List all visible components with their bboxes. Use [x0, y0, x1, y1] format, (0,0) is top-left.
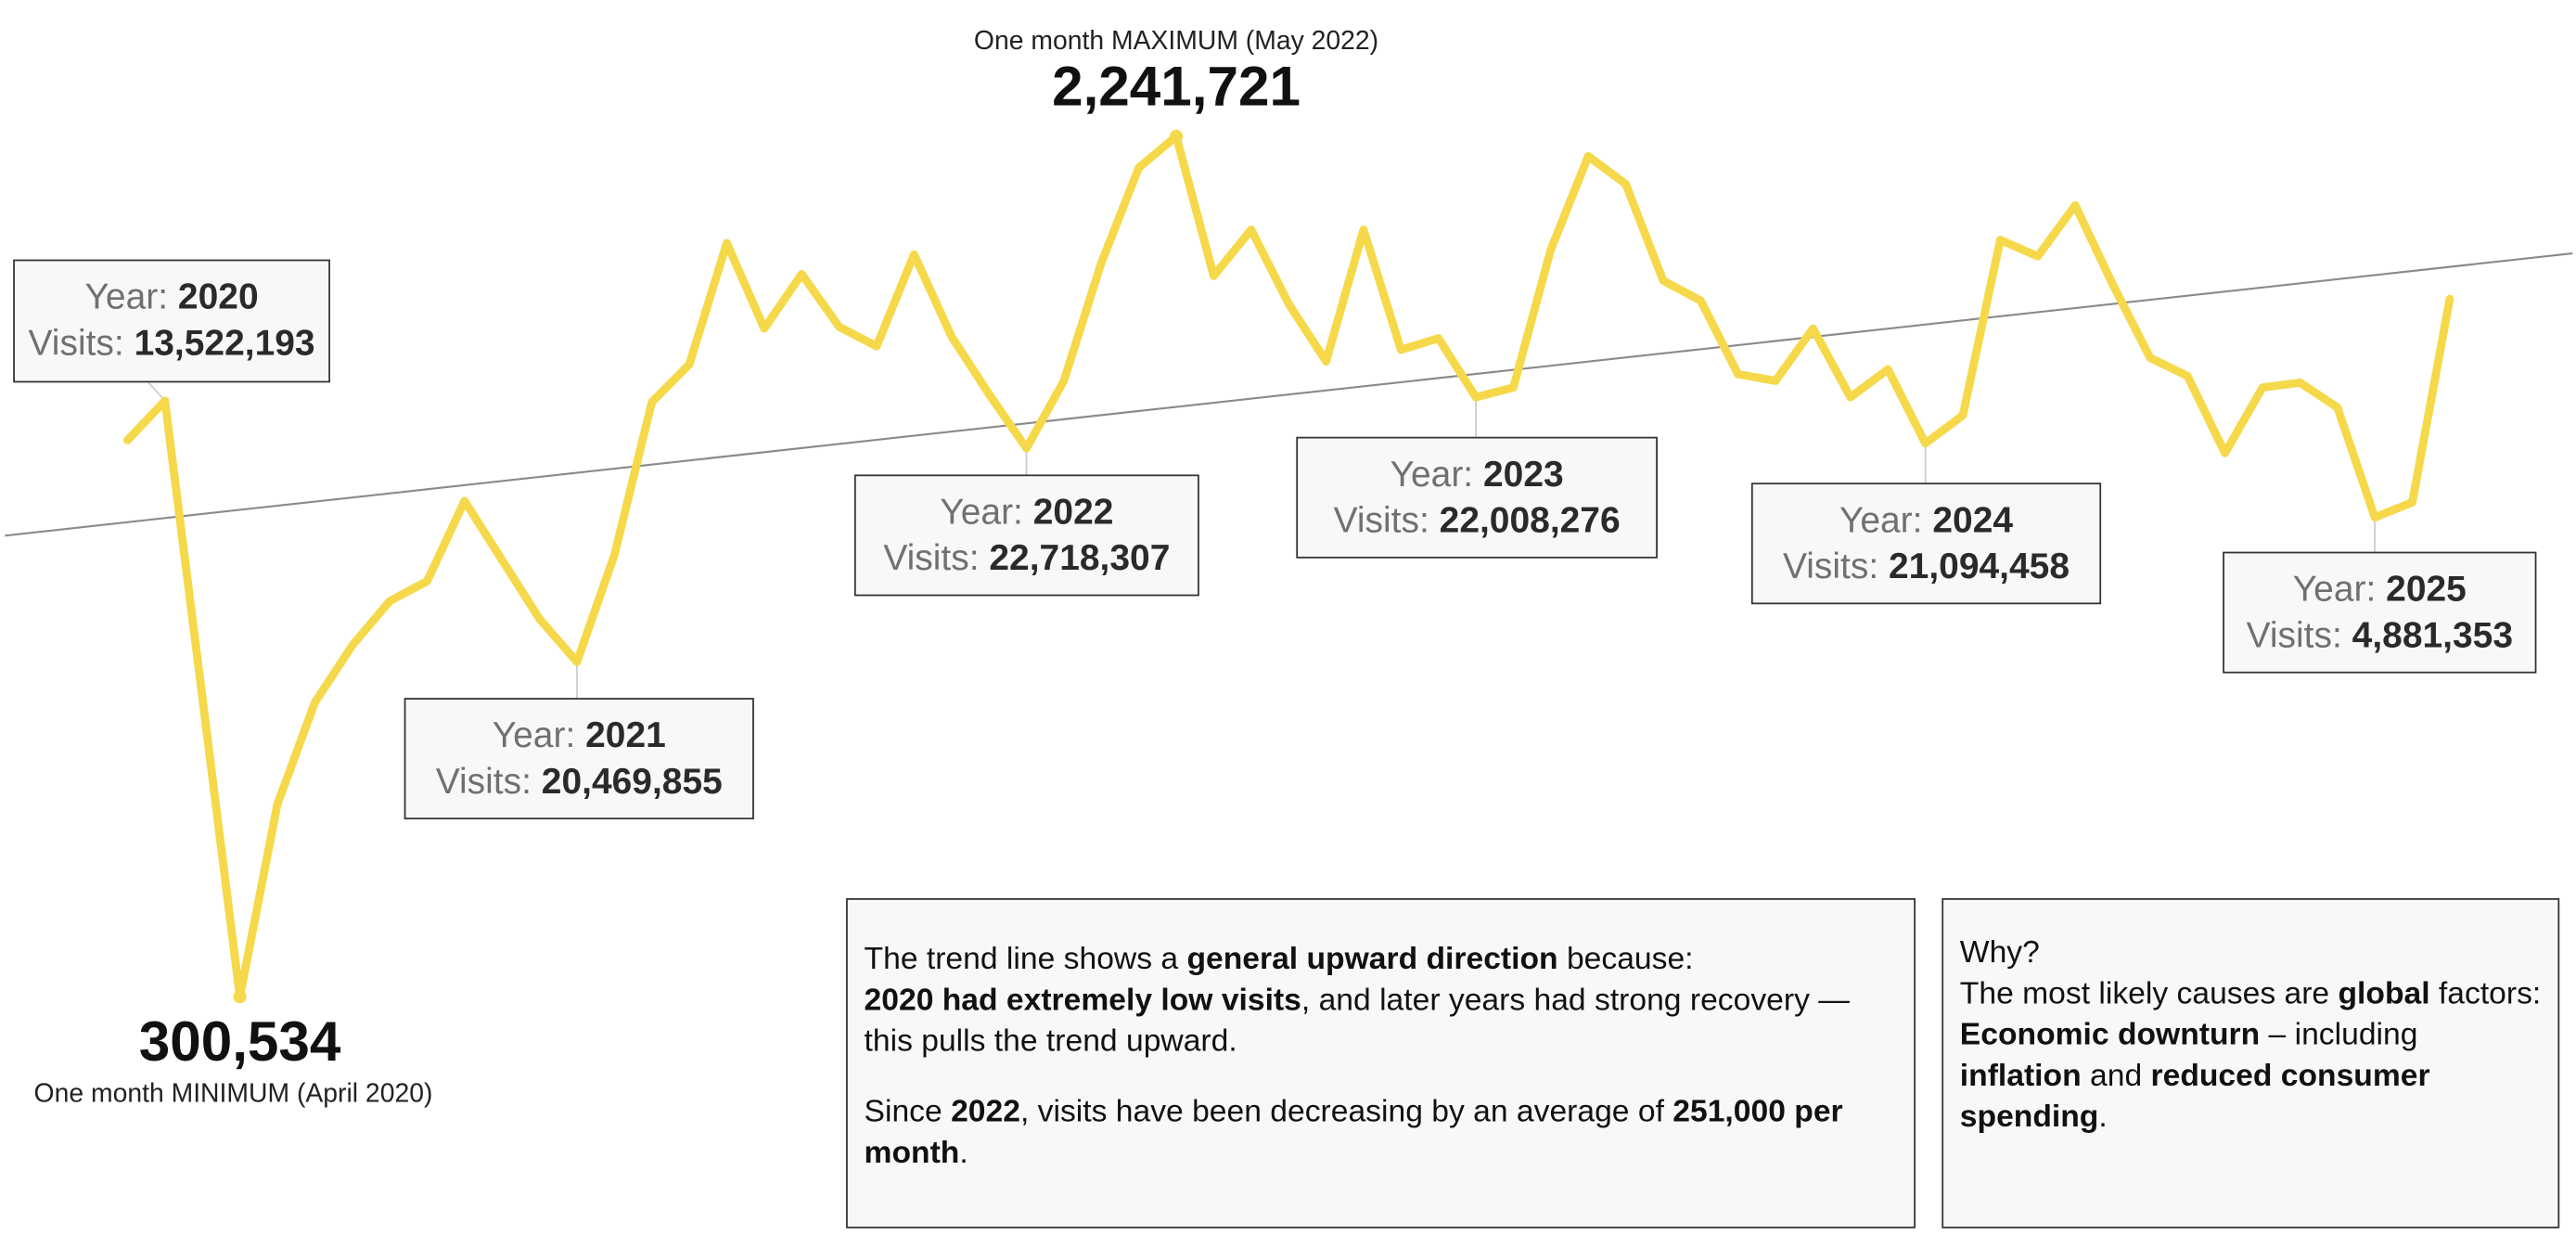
year-box: Year: 2023 Visits: 22,008,276 — [1296, 436, 1658, 559]
visits-value: 22,718,307 — [989, 536, 1171, 578]
note-text: Since — [864, 1095, 952, 1130]
trend-line — [5, 251, 2573, 537]
year-row: Year: 2024 — [1753, 497, 2100, 544]
visits-value: 21,094,458 — [1889, 545, 2070, 586]
year-value: 2025 — [2386, 568, 2467, 610]
note-box: The trend line shows a general upward di… — [846, 898, 1916, 1229]
year-box: Year: 2024 Visits: 21,094,458 — [1750, 482, 2102, 605]
note-text: 2020 had extremely low visits — [864, 984, 1301, 1019]
note-text: , visits have been decreasing by an aver… — [1019, 1095, 1673, 1130]
visits-prefix: Visits: — [435, 760, 532, 802]
visits-row: Visits: 20,469,855 — [405, 759, 752, 805]
note-text: factors: — [2429, 976, 2542, 1012]
year-value: 2021 — [585, 714, 666, 756]
visits-row: Visits: 13,522,193 — [15, 320, 328, 367]
visits-row: Visits: 22,008,276 — [1298, 497, 1656, 544]
year-row: Year: 2021 — [405, 713, 752, 759]
visits-row: Visits: 21,094,458 — [1753, 544, 2100, 590]
note-text: Economic downturn — [1959, 1018, 2261, 1053]
leader-line — [147, 381, 166, 402]
extreme-point — [233, 990, 247, 1004]
year-prefix: Year: — [940, 491, 1023, 533]
note-paragraph: Why? — [1960, 933, 2542, 973]
note-text: 2022 — [951, 1095, 1020, 1130]
note-text: The trend line shows a — [864, 942, 1187, 977]
visits-row: Visits: 4,881,353 — [2224, 612, 2535, 659]
note-text: reduced consumer spending — [1959, 1059, 2430, 1135]
note-text: . — [2098, 1100, 2108, 1135]
note-text: , and later years had strong recovery — … — [864, 984, 1850, 1060]
year-value: 2022 — [1032, 491, 1114, 533]
year-prefix: Year: — [84, 276, 169, 317]
visits-value: 22,008,276 — [1439, 498, 1621, 541]
visits-value: 13,522,193 — [134, 321, 315, 364]
note-box: Why? The most likely causes are global fa… — [1942, 898, 2560, 1229]
visits-prefix: Visits: — [2246, 613, 2342, 656]
note-paragraph: Economic downturn – including inflation … — [1960, 1015, 2542, 1139]
year-prefix: Year: — [2292, 568, 2377, 610]
year-row: Year: 2022 — [856, 489, 1198, 535]
year-box: Year: 2025 Visits: 4,881,353 — [2223, 551, 2537, 674]
value-label: 2,241,721 — [1052, 56, 1301, 119]
note-paragraph: The most likely causes are global factor… — [1960, 973, 2542, 1014]
year-row: Year: 2023 — [1298, 452, 1656, 498]
note-text: because: — [1557, 942, 1694, 977]
visits-prefix: Visits: — [1333, 498, 1429, 541]
note-text: 251,000 per month — [864, 1095, 1843, 1171]
annotation-caption: One month MINIMUM (April 2020) — [33, 1080, 433, 1109]
note-text: Why? — [1959, 935, 2040, 971]
note-paragraph: The trend line shows a general upward di… — [865, 939, 1898, 980]
year-box: Year: 2021 Visits: 20,469,855 — [404, 698, 754, 820]
value-label: 300,534 — [138, 1011, 341, 1074]
note-text: general upward direction — [1186, 942, 1558, 977]
year-row: Year: 2025 — [2224, 567, 2535, 613]
visits-prefix: Visits: — [28, 321, 124, 364]
year-box: Year: 2022 Visits: 22,718,307 — [853, 474, 1199, 597]
year-value: 2020 — [177, 276, 259, 317]
visits-prefix: Visits: — [1782, 545, 1879, 586]
visits-prefix: Visits: — [883, 536, 980, 578]
year-value: 2023 — [1482, 453, 1564, 495]
note-text: global — [2338, 976, 2430, 1012]
year-prefix: Year: — [492, 714, 576, 756]
note-text: – including — [2260, 1018, 2418, 1053]
data-line — [123, 132, 2454, 1001]
annotation-caption: One month MAXIMUM (May 2022) — [973, 28, 1379, 57]
note-paragraph: 2020 had extremely low visits, and later… — [865, 981, 1898, 1062]
year-prefix: Year: — [1390, 453, 1474, 495]
note-text: inflation — [1959, 1059, 2082, 1094]
year-box: Year: 2020 Visits: 13,522,193 — [13, 259, 330, 383]
note-text: and — [2081, 1059, 2151, 1094]
extreme-point — [1169, 129, 1184, 143]
note-text: . — [959, 1136, 968, 1171]
visits-value: 20,469,855 — [541, 760, 723, 802]
year-row: Year: 2020 — [15, 275, 328, 321]
visits-value: 4,881,353 — [2352, 613, 2513, 656]
year-value: 2024 — [1932, 498, 2014, 541]
visits-row: Visits: 22,718,307 — [856, 535, 1198, 582]
note-text: The most likely causes are — [1959, 976, 2339, 1012]
year-prefix: Year: — [1839, 498, 1923, 541]
note-paragraph: Since 2022, visits have been decreasing … — [865, 1092, 1898, 1174]
